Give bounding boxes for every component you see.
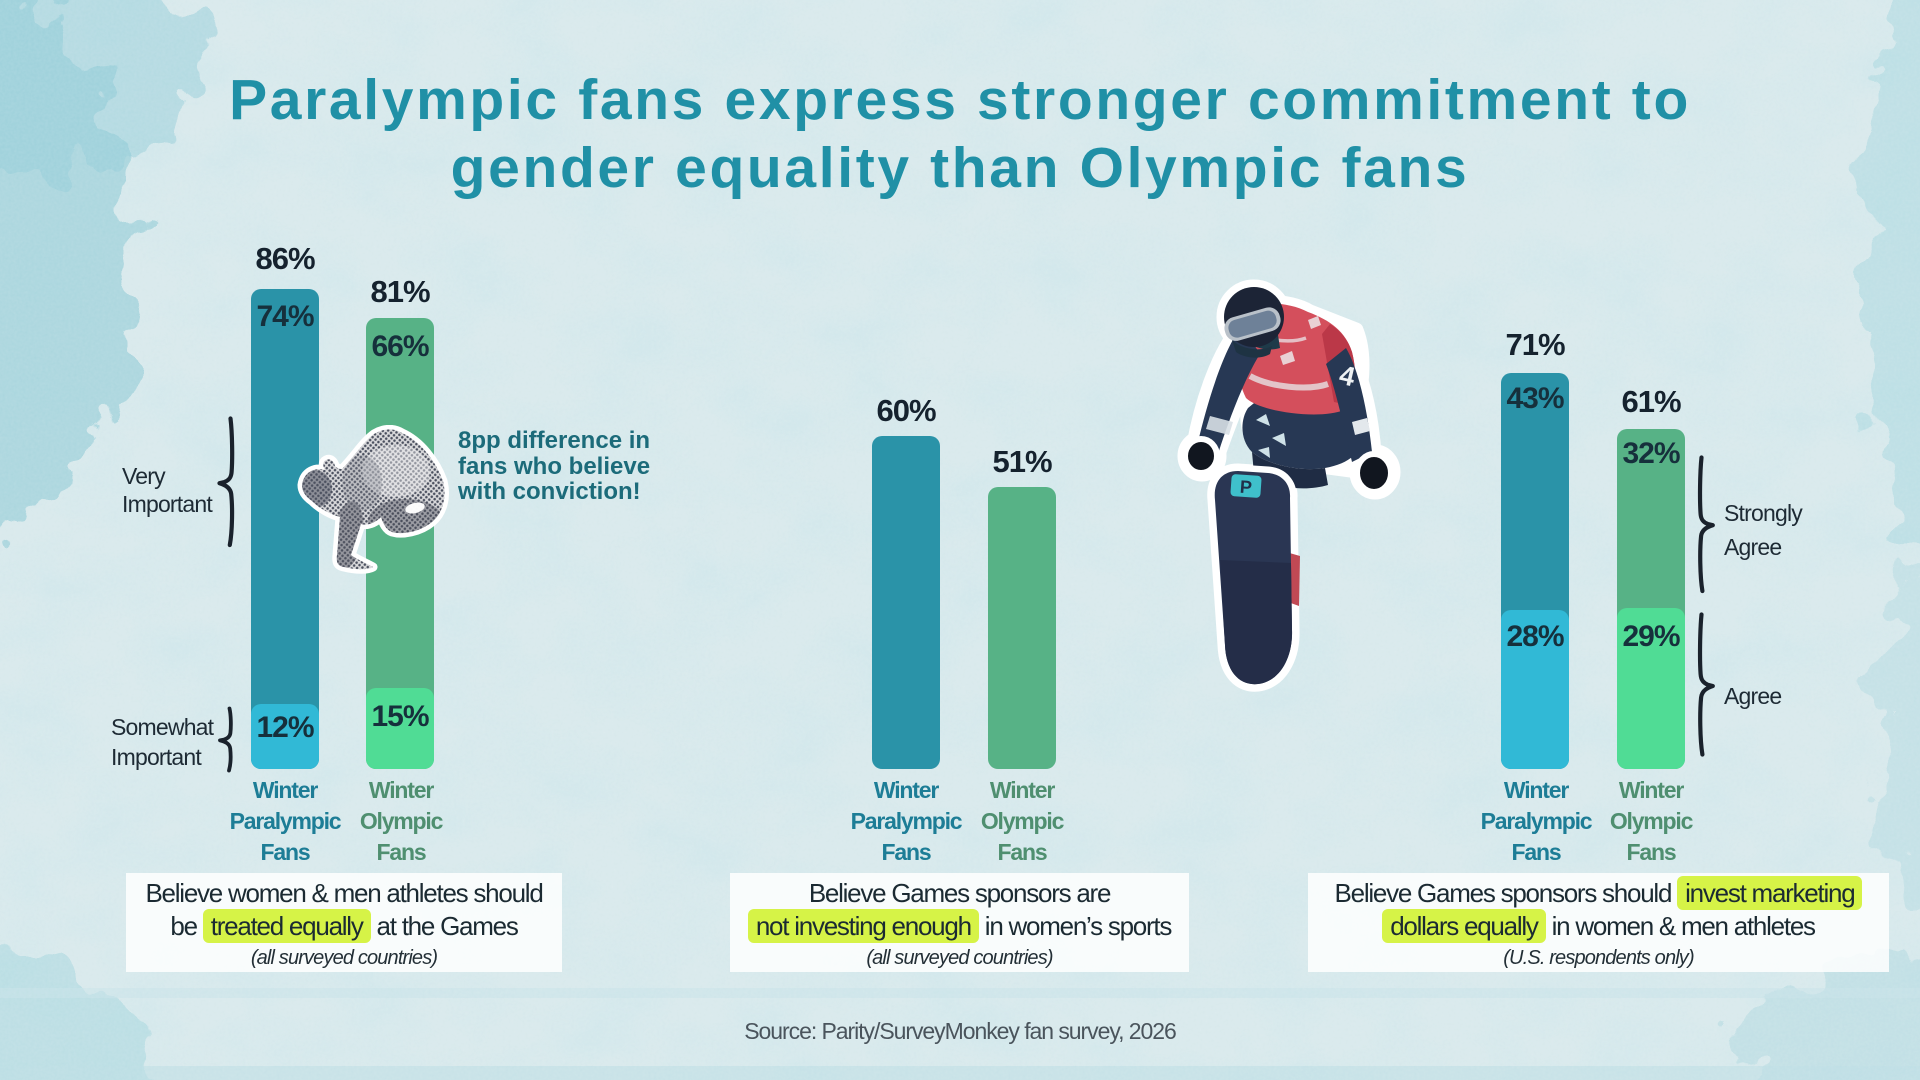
svg-text:P: P: [1239, 477, 1252, 498]
svg-text:4: 4: [1337, 360, 1358, 393]
